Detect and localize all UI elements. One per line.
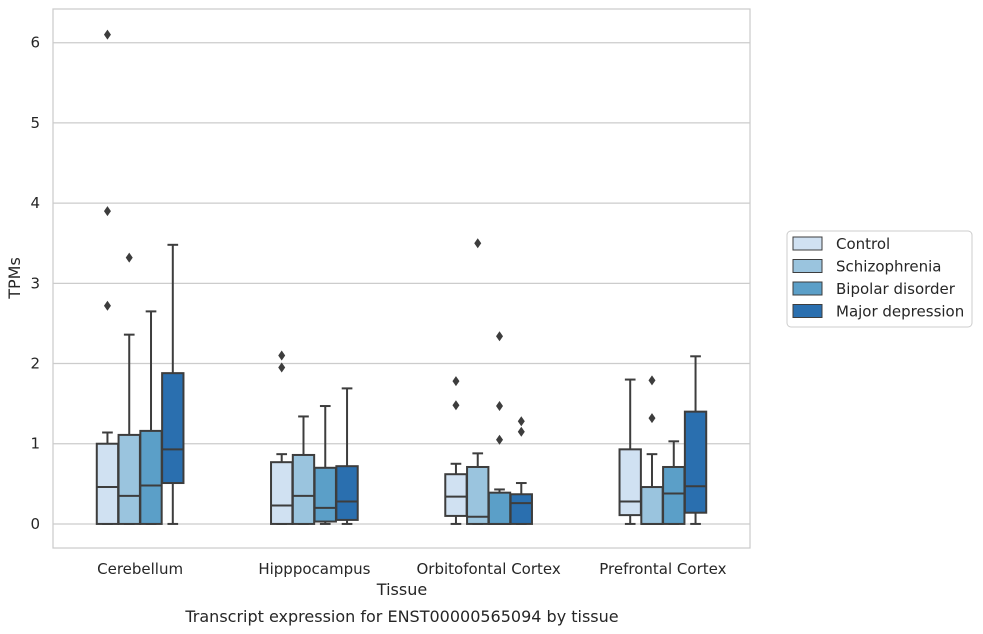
legend-label-major-depression: Major depression — [836, 303, 964, 321]
legend-label-bipolar-disorder: Bipolar disorder — [836, 280, 956, 298]
outlier-point — [496, 401, 504, 412]
outlier-point — [517, 416, 525, 427]
y-tick-label-4: 4 — [30, 194, 40, 212]
box-cerebellum-major-depression — [161, 243, 185, 525]
outlier-point — [103, 206, 111, 217]
box-hipppocampus-bipolar-disorder — [313, 405, 337, 525]
box-cerebellum-schizophrenia — [117, 252, 141, 525]
y-axis-label: TPMs — [5, 257, 24, 300]
legend-swatch-major-depression — [792, 304, 823, 318]
outlier-point — [648, 375, 656, 386]
outlier-point — [103, 29, 111, 40]
box-hipppocampus-major-depression — [335, 387, 359, 525]
x-tick-label-hipppocampus: Hipppocampus — [258, 560, 370, 578]
box-iqr — [487, 491, 512, 525]
outlier-point — [452, 376, 460, 387]
outlier-point — [474, 238, 482, 249]
box-cerebellum-control — [95, 29, 120, 525]
outlier-point — [103, 300, 111, 311]
legend-frame — [786, 230, 973, 328]
x-tick-label-cerebellum: Cerebellum — [97, 560, 183, 578]
box-iqr — [313, 466, 337, 523]
box-prefrontal-cortex-bipolar-disorder — [662, 440, 686, 525]
box-iqr — [139, 429, 163, 525]
box-cerebellum-bipolar-disorder — [139, 310, 163, 525]
outlier-point — [278, 362, 286, 373]
y-tick-label-6: 6 — [30, 34, 40, 52]
x-tick-label-orbitofontal-cortex: Orbitofontal Cortex — [417, 560, 561, 578]
box-iqr — [270, 461, 294, 525]
box-iqr — [466, 465, 490, 525]
box-iqr — [95, 442, 120, 525]
figure-caption: Transcript expression for ENST0000056509… — [184, 607, 618, 626]
legend-swatch-control — [792, 236, 823, 251]
box-iqr — [509, 493, 533, 525]
y-tick-label-3: 3 — [30, 274, 40, 292]
outlier-point — [278, 350, 286, 361]
box-orbitofontal-cortex-control — [444, 376, 468, 525]
box-iqr — [335, 465, 359, 521]
legend-swatch-schizophrenia — [792, 259, 823, 273]
outlier-point — [125, 252, 133, 263]
legend-label-schizophrenia: Schizophrenia — [836, 258, 941, 276]
y-tick-label-2: 2 — [30, 355, 40, 373]
box-iqr — [161, 372, 185, 485]
y-tick-labels: 0 1 2 3 4 5 6 — [30, 34, 40, 533]
box-orbitofontal-cortex-major-depression — [509, 416, 533, 525]
legend-label-control: Control — [836, 235, 890, 253]
x-tick-label-prefrontal-cortex: Prefrontal Cortex — [599, 560, 726, 578]
plot-frame — [52, 8, 751, 549]
x-tick-labels: Cerebellum Hipppocampus Orbitofontal Corte… — [97, 560, 726, 578]
box-iqr — [683, 410, 708, 514]
box-prefrontal-cortex-control — [618, 378, 642, 525]
y-tick-label-1: 1 — [30, 435, 40, 453]
outlier-point — [517, 426, 525, 437]
outlier-point — [496, 331, 504, 342]
x-axis-label: Tissue — [376, 580, 427, 599]
legend-swatch-bipolar-disorder — [792, 281, 823, 296]
box-iqr — [618, 448, 642, 517]
y-tick-label-5: 5 — [30, 114, 40, 132]
box-orbitofontal-cortex-bipolar-disorder — [487, 331, 512, 525]
legend: Control Schizophrenia Bipolar disorder Majo… — [786, 230, 973, 328]
outlier-point — [452, 400, 460, 411]
box-iqr — [291, 453, 316, 525]
outlier-point — [496, 434, 504, 445]
box-iqr — [117, 433, 141, 525]
outlier-point — [648, 413, 656, 424]
y-tick-label-0: 0 — [30, 515, 40, 533]
box-prefrontal-cortex-major-depression — [683, 355, 708, 525]
box-iqr — [640, 486, 664, 525]
box-iqr — [662, 465, 686, 525]
box-hipppocampus-control — [270, 350, 294, 525]
box-groups — [95, 29, 708, 525]
box-iqr — [444, 473, 468, 517]
